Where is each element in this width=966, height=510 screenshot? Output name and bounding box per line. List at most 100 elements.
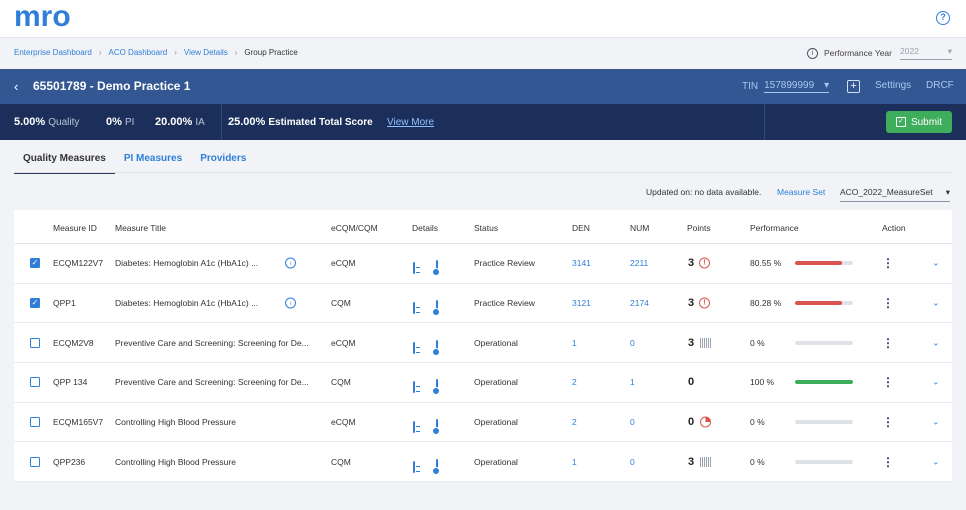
points-value: 0 (688, 376, 695, 389)
calendar-clock-icon[interactable] (436, 300, 438, 315)
performance-bar (795, 301, 853, 306)
breadcrumb-bar: Enterprise Dashboard › ACO Dashboard › V… (0, 38, 966, 69)
den-link[interactable]: 2 (572, 417, 577, 428)
den-link[interactable]: 1 (572, 337, 577, 348)
drcf-link[interactable]: DRCF (926, 80, 954, 91)
performance-year: i Performance Year 2022 ▾ (806, 46, 952, 60)
practice-header: ‹ 65501789 - Demo Practice 1 TIN 1578999… (0, 69, 966, 104)
document-icon[interactable] (413, 460, 415, 473)
tab-bar: Quality Measures PI Measures Providers (14, 148, 255, 174)
col-ecqm-cqm[interactable]: eCQM/CQM (331, 223, 378, 233)
pi-score: 0% PI (106, 116, 135, 128)
den-link[interactable]: 3141 (572, 258, 591, 269)
row-checkbox[interactable] (30, 417, 40, 428)
table-row[interactable]: ✓ ECQM122V7 Diabetes: Hemoglobin A1c (HbA1… (14, 244, 952, 284)
more-vertical-icon[interactable]: ⋮ (882, 256, 894, 271)
measure-type: CQM (331, 377, 351, 388)
document-icon[interactable] (413, 381, 415, 394)
submit-button[interactable]: ✓ Submit (886, 111, 952, 133)
performance-bar-fill (795, 261, 842, 266)
calendar-clock-icon[interactable] (436, 458, 438, 473)
row-checkbox[interactable]: ✓ (30, 298, 40, 309)
den-link[interactable]: 2 (572, 377, 577, 388)
info-icon[interactable]: i (806, 47, 818, 59)
points-value: 3 (688, 297, 695, 310)
tin-selector: TIN 157899999 ▾ (742, 80, 830, 93)
calendar-clock-icon[interactable] (436, 339, 438, 354)
performance-bar (795, 380, 853, 385)
den-link[interactable]: 3121 (572, 298, 591, 309)
col-measure-id[interactable]: Measure ID (53, 223, 97, 233)
alert-circle-icon[interactable]: ! (699, 257, 710, 269)
table-row[interactable]: QPP236 Controlling High Blood Pressure CQM… (14, 442, 952, 483)
performance-year-label: Performance Year (823, 48, 892, 58)
document-icon[interactable] (413, 302, 415, 315)
table-row[interactable]: ✓ QPP1 Diabetes: Hemoglobin A1c (HbA1c) ..… (14, 284, 952, 324)
num-link[interactable]: 0 (630, 337, 635, 348)
chevron-down-icon[interactable]: ⌄ (932, 456, 940, 467)
row-checkbox[interactable] (30, 377, 40, 388)
measure-set-select[interactable]: ACO_2022_MeasureSet ▾ (840, 184, 950, 202)
status-text: Practice Review (474, 298, 535, 309)
more-vertical-icon[interactable]: ⋮ (882, 335, 894, 350)
row-checkbox[interactable] (30, 337, 40, 348)
num-link[interactable]: 0 (630, 456, 635, 467)
document-icon[interactable] (413, 341, 415, 354)
view-more-link[interactable]: View More (387, 117, 435, 128)
chevron-down-icon[interactable]: ⌄ (932, 376, 940, 387)
alert-circle-icon[interactable]: ! (699, 297, 710, 309)
col-performance[interactable]: Performance (750, 223, 799, 233)
performance-text: 100 % (750, 377, 775, 388)
col-points[interactable]: Points (687, 223, 711, 233)
download-circle-icon[interactable]: ↓ (285, 297, 296, 309)
breadcrumb-aco-dashboard[interactable]: ACO Dashboard (108, 48, 168, 57)
chevron-down-icon[interactable]: ⌄ (932, 416, 940, 427)
tin-select[interactable]: 157899999 ▾ (764, 80, 830, 93)
check-square-icon: ✓ (895, 117, 906, 127)
chevron-down-icon[interactable]: ⌄ (932, 257, 940, 268)
row-checkbox[interactable]: ✓ (30, 258, 40, 269)
document-icon[interactable] (413, 421, 415, 434)
chevron-down-icon[interactable]: ⌄ (932, 297, 940, 308)
tab-quality-measures[interactable]: Quality Measures (14, 148, 115, 174)
col-den[interactable]: DEN (572, 223, 590, 233)
more-vertical-icon[interactable]: ⋮ (882, 454, 894, 469)
tab-providers[interactable]: Providers (200, 153, 247, 164)
more-vertical-icon[interactable]: ⋮ (882, 375, 894, 390)
status-text: Operational (474, 417, 518, 428)
col-status[interactable]: Status (474, 223, 499, 233)
document-icon[interactable] (413, 262, 415, 275)
calendar-clock-icon[interactable] (436, 379, 438, 394)
num-link[interactable]: 0 (630, 417, 635, 428)
table-row[interactable]: QPP 134 Preventive Care and Screening: Sc… (14, 363, 952, 403)
performance-year-select[interactable]: 2022 ▾ (900, 46, 952, 60)
more-vertical-icon[interactable]: ⋮ (882, 415, 894, 430)
calendar-clock-icon[interactable] (436, 419, 438, 434)
table-row[interactable]: ECQM165V7 Controlling High Blood Pressure… (14, 403, 952, 443)
tab-pi-measures[interactable]: PI Measures (123, 153, 183, 164)
measure-id: QPP 134 (53, 377, 88, 388)
breadcrumb-enterprise-dashboard[interactable]: Enterprise Dashboard (14, 48, 92, 57)
question-circle-icon[interactable]: ? (936, 11, 950, 25)
den-link[interactable]: 1 (572, 456, 577, 467)
col-measure-title[interactable]: Measure Title (115, 223, 167, 233)
col-action: Action (882, 223, 906, 233)
settings-link[interactable]: Settings (875, 80, 912, 91)
more-vertical-icon[interactable]: ⋮ (882, 296, 894, 311)
num-link[interactable]: 1 (630, 377, 635, 388)
status-text: Operational (474, 456, 518, 467)
chevron-left-icon[interactable]: ‹ (14, 79, 19, 94)
num-link[interactable]: 2211 (630, 258, 649, 269)
download-circle-icon[interactable]: ↓ (285, 257, 296, 269)
mro-logo: mro (14, 4, 71, 32)
updated-text: Updated on: no data available. (646, 187, 762, 197)
num-link[interactable]: 2174 (630, 298, 649, 309)
table-row[interactable]: ECQM2V8 Preventive Care and Screening: Sc… (14, 323, 952, 364)
breadcrumb-view-details[interactable]: View Details (183, 48, 228, 57)
add-box-icon[interactable]: + (847, 80, 860, 93)
chevron-down-icon[interactable]: ⌄ (932, 337, 940, 348)
row-checkbox[interactable] (30, 456, 40, 467)
calendar-clock-icon[interactable] (436, 260, 438, 275)
col-num[interactable]: NUM (630, 223, 650, 233)
performance-text: 0 % (750, 456, 765, 467)
